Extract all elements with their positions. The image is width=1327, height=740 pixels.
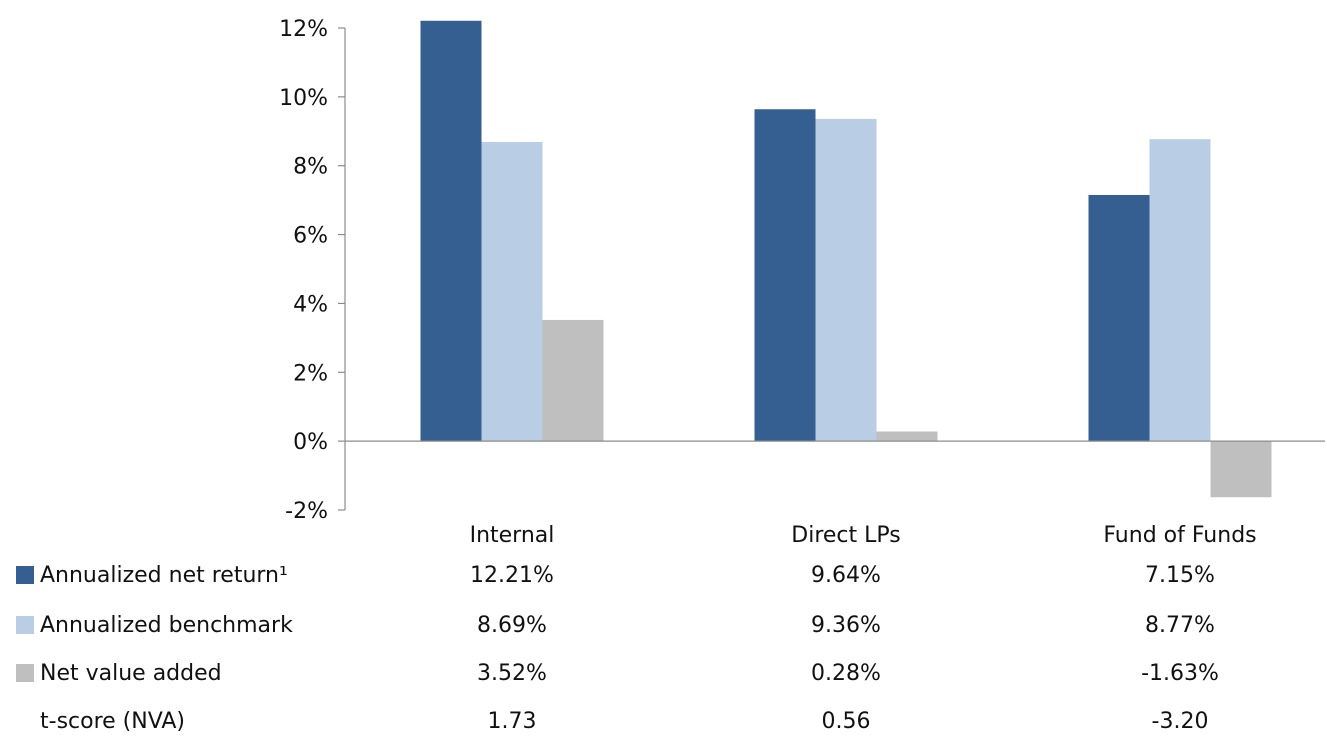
legend-label: Annualized benchmark <box>40 613 293 638</box>
table-cell: 0.56 <box>822 709 871 734</box>
bar-1-2 <box>1149 139 1211 442</box>
legend-label: Net value added <box>40 661 222 686</box>
bar-0-1 <box>754 109 816 442</box>
table-cell: 8.77% <box>1145 613 1215 638</box>
legend-swatch <box>16 616 34 634</box>
table-cell: 7.15% <box>1145 563 1215 588</box>
y-tick-label: 2% <box>293 361 328 386</box>
bar-0-2 <box>1088 194 1150 442</box>
bar-1-1 <box>815 118 877 442</box>
table-cell: 8.69% <box>477 613 547 638</box>
bar-2-1 <box>876 431 938 442</box>
legend-swatch <box>16 664 34 682</box>
table-cell: 0.28% <box>811 661 881 686</box>
bar-0-0 <box>420 20 482 442</box>
category-label: Fund of Funds <box>1103 523 1256 548</box>
table-row-label: t-score (NVA) <box>40 709 185 734</box>
table-cell: -1.63% <box>1141 661 1219 686</box>
y-tick-label: 10% <box>279 86 328 111</box>
bar-1-0 <box>481 141 543 442</box>
table-cell: 12.21% <box>470 563 554 588</box>
table-cell: 9.64% <box>811 563 881 588</box>
category-label: Direct LPs <box>791 523 900 548</box>
y-tick-label: 6% <box>293 224 328 249</box>
y-tick-label: 4% <box>293 292 328 317</box>
table-cell: 1.73 <box>488 709 537 734</box>
table-cell: -3.20 <box>1152 709 1209 734</box>
y-tick-label: 12% <box>279 17 328 42</box>
table-cell: 9.36% <box>811 613 881 638</box>
category-label: Internal <box>470 523 555 548</box>
y-tick-label: 8% <box>293 155 328 180</box>
bar-2-0 <box>542 319 604 442</box>
table-cell: 3.52% <box>477 661 547 686</box>
bar-2-2 <box>1210 441 1272 498</box>
y-tick-label: -2% <box>285 499 328 524</box>
y-tick-label: 0% <box>293 430 328 455</box>
legend-label: Annualized net return¹ <box>40 563 288 588</box>
legend-swatch <box>16 566 34 584</box>
